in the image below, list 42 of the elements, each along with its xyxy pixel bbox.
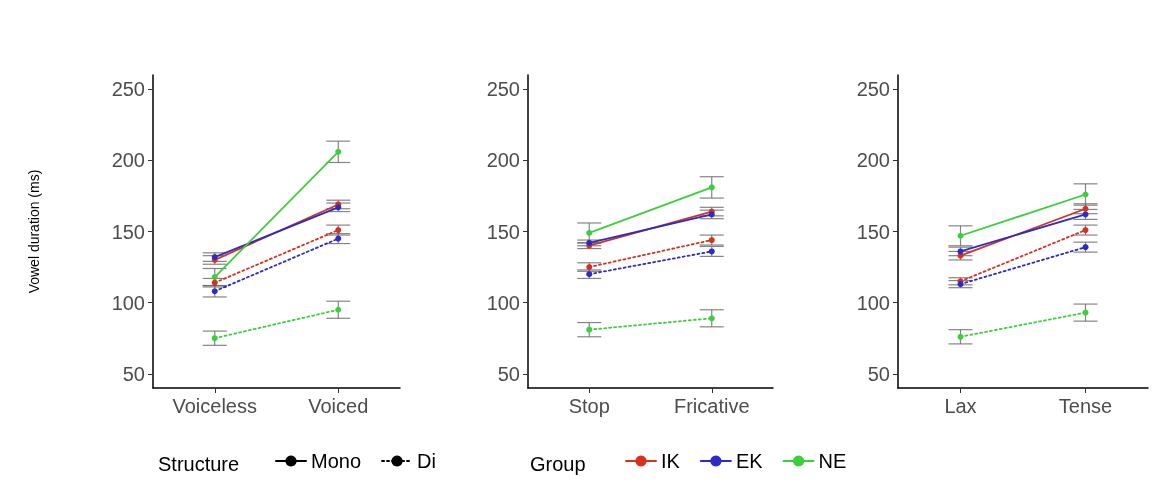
point	[211, 335, 218, 342]
y-tick-label: 50	[497, 362, 520, 385]
y-tick-label: 150	[856, 220, 890, 243]
y-tick-label: 100	[111, 291, 145, 314]
legend-label: EK	[735, 450, 764, 472]
point	[708, 184, 715, 191]
legend-label: Mono	[311, 450, 362, 472]
point	[957, 232, 964, 239]
point	[586, 229, 593, 236]
y-tick-label: 50	[122, 362, 145, 385]
x-tick-label: Voiced	[308, 395, 369, 417]
y-tick-label: 250	[486, 78, 520, 101]
point	[335, 148, 342, 155]
y-tick-label: 150	[111, 220, 145, 243]
point	[586, 326, 593, 333]
legend-title: Structure	[158, 453, 240, 475]
point	[708, 315, 715, 322]
point	[957, 333, 964, 340]
point	[211, 288, 218, 295]
point	[1082, 191, 1089, 198]
legend-label: Di	[417, 450, 436, 472]
y-tick-label: 200	[856, 149, 890, 172]
text: Group	[530, 453, 586, 475]
legend-label: NE	[818, 450, 847, 472]
y-tick-label: 50	[867, 362, 890, 385]
y-tick-label: 100	[486, 291, 520, 314]
y-tick-label: 150	[486, 220, 520, 243]
y-tick-label: 250	[856, 78, 890, 101]
point	[1082, 309, 1089, 316]
y-tick-label: 100	[856, 291, 890, 314]
point	[335, 306, 342, 313]
x-tick-label: Stop	[568, 395, 610, 417]
x-tick-label: Lax	[944, 395, 977, 417]
x-tick-label: Voiceless	[172, 395, 257, 417]
x-tick-label: Tense	[1058, 395, 1113, 417]
point	[211, 274, 218, 281]
y-axis-title: Vowel duration (ms)	[26, 169, 42, 294]
y-tick-label: 200	[486, 149, 520, 172]
y-tick-label: 250	[111, 78, 145, 101]
y-tick-label: 200	[111, 149, 145, 172]
legend-label: IK	[661, 450, 681, 472]
x-tick-label: Fricative	[673, 395, 750, 417]
